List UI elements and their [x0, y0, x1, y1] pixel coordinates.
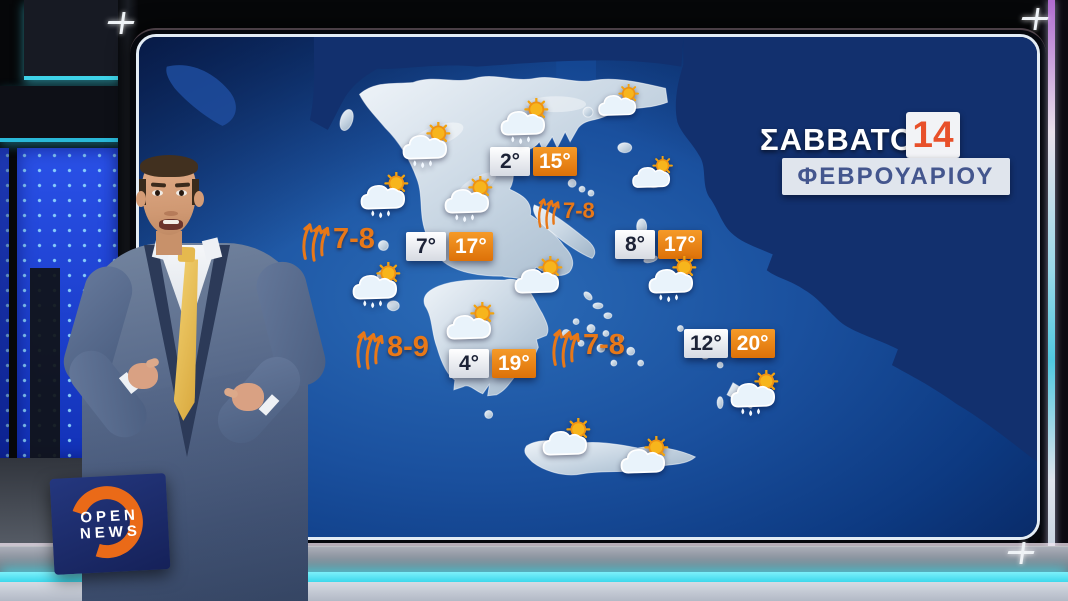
- presenter-mouth: [159, 219, 183, 230]
- studio-panel: [24, 0, 122, 80]
- date-month-box: ΦΕΒΡΟΥΑΡΙΟΥ: [782, 158, 1010, 195]
- led-wall-panel: [0, 148, 9, 460]
- presenter-eye: [176, 190, 187, 196]
- floor-cyan-light-strip: [0, 572, 1068, 582]
- presenter-collar: [201, 237, 223, 261]
- camera-cross-icon: [107, 12, 135, 34]
- presenter-nose: [164, 211, 178, 216]
- floor-edge-line: [0, 543, 1068, 546]
- presenter-ear: [194, 191, 204, 207]
- date-day-number: 14: [912, 114, 954, 155]
- open-news-logo: OPEN NEWS: [49, 473, 171, 575]
- studio-pillar: [30, 268, 60, 480]
- date-day-name: ΣΑΒΒΑΤΟ: [760, 122, 916, 157]
- presenter-eye: [152, 190, 163, 196]
- studio-light-strip: [1048, 0, 1055, 601]
- logo-text: OPEN NEWS: [51, 506, 169, 544]
- presenter-hair: [140, 155, 198, 177]
- date-month: ΦΕΒΡΟΥΑΡΙΟΥ: [797, 162, 995, 190]
- presenter-ear: [136, 191, 146, 207]
- camera-cross-icon: [1007, 542, 1035, 564]
- date-number-box: 14: [906, 112, 960, 158]
- presenter-neck: [156, 231, 182, 255]
- presenter-hand: [128, 363, 158, 389]
- camera-cross-icon: [1021, 8, 1049, 30]
- presenter-hand: [232, 383, 264, 411]
